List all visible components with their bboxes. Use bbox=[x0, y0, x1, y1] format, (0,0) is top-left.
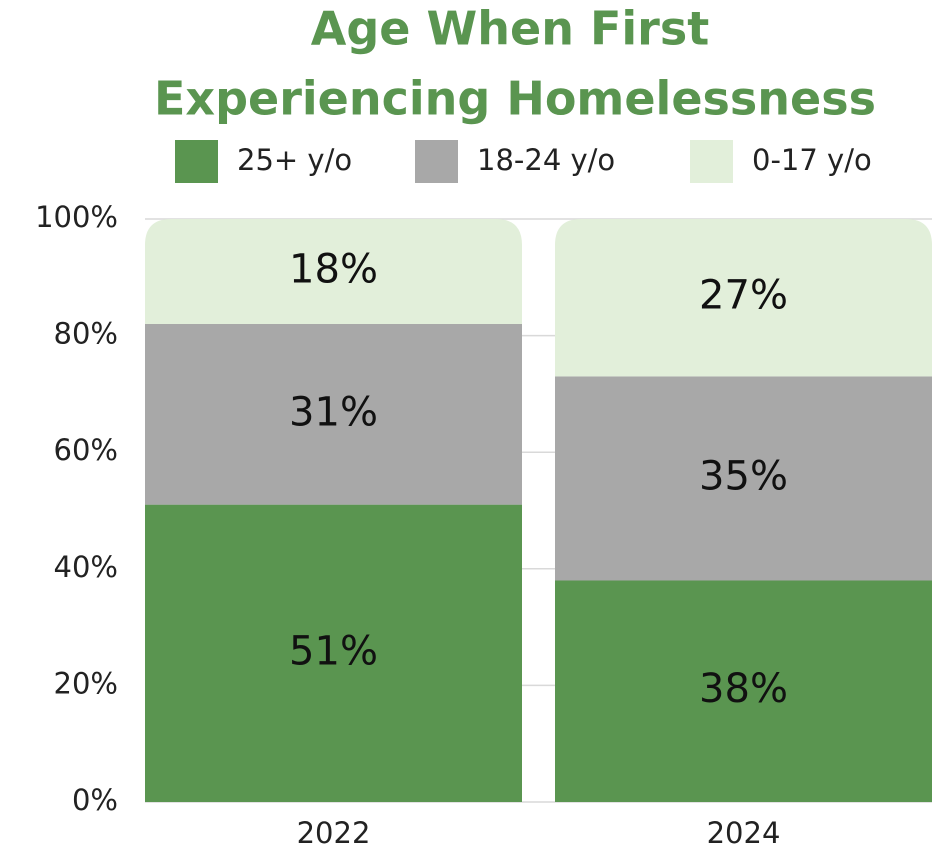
y-tick-label: 0% bbox=[72, 783, 118, 817]
x-tick-label: 2024 bbox=[707, 816, 781, 850]
bar-segment bbox=[555, 580, 932, 802]
legend-swatch bbox=[690, 140, 733, 183]
y-tick-label: 40% bbox=[54, 550, 118, 584]
legend-swatch bbox=[415, 140, 458, 183]
y-tick-label: 80% bbox=[54, 317, 118, 351]
legend-label: 18-24 y/o bbox=[477, 143, 615, 177]
y-tick-label: 100% bbox=[35, 200, 118, 234]
legend-label: 25+ y/o bbox=[237, 143, 352, 177]
bar-segment bbox=[555, 376, 932, 581]
chart-title: Experiencing Homelessness bbox=[154, 72, 876, 126]
data-label: 35% bbox=[699, 453, 788, 499]
data-label: 51% bbox=[289, 628, 378, 674]
data-label: 27% bbox=[699, 273, 788, 319]
bar-segment bbox=[145, 504, 522, 802]
bar-segment bbox=[145, 219, 522, 324]
legend-label: 0-17 y/o bbox=[752, 143, 872, 177]
data-label: 38% bbox=[699, 666, 788, 712]
chart-title: Age When First bbox=[311, 2, 709, 56]
bar-segment bbox=[145, 323, 522, 505]
y-tick-label: 60% bbox=[54, 433, 118, 467]
x-tick-label: 2022 bbox=[297, 816, 371, 850]
legend-swatch bbox=[175, 140, 218, 183]
bar-segment bbox=[555, 219, 932, 377]
data-label: 31% bbox=[289, 389, 378, 435]
data-label: 18% bbox=[289, 246, 378, 292]
y-tick-label: 20% bbox=[54, 666, 118, 700]
